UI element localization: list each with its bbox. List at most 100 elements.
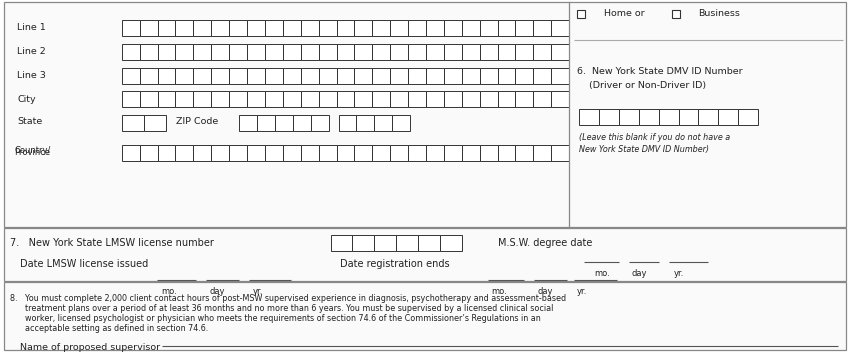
Bar — [193, 20, 212, 36]
Text: mo.: mo. — [162, 287, 178, 296]
Bar — [396, 235, 418, 251]
Text: day: day — [632, 269, 648, 278]
Bar — [230, 44, 247, 60]
Bar — [122, 145, 139, 161]
Bar — [356, 115, 374, 131]
Bar — [462, 145, 479, 161]
Bar — [497, 68, 515, 84]
Text: Line 3: Line 3 — [17, 71, 46, 80]
Bar — [144, 115, 166, 131]
Bar — [139, 91, 157, 107]
Bar — [479, 145, 497, 161]
Text: Date LMSW license issued: Date LMSW license issued — [20, 259, 149, 269]
Bar — [157, 44, 175, 60]
Bar — [257, 115, 275, 131]
Text: Line 1: Line 1 — [17, 23, 46, 32]
Bar — [139, 20, 157, 36]
Bar — [738, 109, 758, 125]
Bar — [4, 228, 846, 281]
Bar — [354, 68, 372, 84]
Bar — [283, 145, 301, 161]
Bar — [372, 145, 390, 161]
Bar — [372, 68, 390, 84]
Bar — [390, 145, 408, 161]
Text: (Driver or Non-Driver ID): (Driver or Non-Driver ID) — [589, 81, 706, 90]
Bar — [599, 109, 619, 125]
Bar — [444, 145, 462, 161]
Bar — [699, 109, 718, 125]
Text: Date registration ends: Date registration ends — [341, 259, 450, 269]
Bar — [426, 44, 444, 60]
Bar — [462, 91, 479, 107]
Bar — [390, 91, 408, 107]
Bar — [426, 20, 444, 36]
Text: Country/: Country/ — [14, 145, 51, 155]
Text: day: day — [209, 287, 224, 296]
Bar — [175, 20, 193, 36]
Bar — [265, 44, 283, 60]
Bar — [301, 145, 319, 161]
Bar — [579, 109, 599, 125]
Bar — [426, 145, 444, 161]
Text: acceptable setting as defined in section 74.6.: acceptable setting as defined in section… — [10, 324, 209, 333]
Bar — [408, 20, 426, 36]
Bar — [175, 91, 193, 107]
Bar — [212, 44, 230, 60]
Bar — [479, 68, 497, 84]
Bar — [212, 68, 230, 84]
Bar — [354, 20, 372, 36]
Text: M.S.W. degree date: M.S.W. degree date — [497, 238, 592, 247]
Bar — [319, 91, 337, 107]
Bar — [122, 68, 139, 84]
Bar — [374, 235, 396, 251]
Bar — [408, 44, 426, 60]
Text: mo.: mo. — [594, 269, 609, 278]
Bar — [283, 68, 301, 84]
Bar — [337, 145, 354, 161]
Bar — [390, 68, 408, 84]
Bar — [462, 44, 479, 60]
Bar — [408, 91, 426, 107]
Bar — [283, 20, 301, 36]
Bar — [247, 44, 265, 60]
Text: City: City — [17, 95, 36, 104]
Bar — [319, 20, 337, 36]
Bar — [212, 145, 230, 161]
Bar — [515, 44, 533, 60]
Bar — [497, 145, 515, 161]
Bar — [408, 68, 426, 84]
Bar — [239, 115, 257, 131]
Text: Home or: Home or — [604, 10, 644, 18]
Bar — [354, 91, 372, 107]
Text: yr.: yr. — [673, 269, 684, 278]
Bar — [479, 20, 497, 36]
Bar — [374, 115, 392, 131]
Bar — [175, 44, 193, 60]
Bar — [301, 20, 319, 36]
Bar — [533, 145, 552, 161]
Bar — [139, 44, 157, 60]
Text: State: State — [17, 117, 42, 126]
Bar — [479, 91, 497, 107]
Bar — [444, 91, 462, 107]
Bar — [157, 145, 175, 161]
Bar — [515, 91, 533, 107]
Bar — [157, 20, 175, 36]
Bar — [157, 91, 175, 107]
Bar — [193, 91, 212, 107]
Bar — [354, 44, 372, 60]
Bar — [247, 20, 265, 36]
Bar — [497, 91, 515, 107]
Bar — [319, 44, 337, 60]
Text: treatment plans over a period of at least 36 months and no more than 6 years. Yo: treatment plans over a period of at leas… — [10, 304, 554, 313]
Bar — [444, 20, 462, 36]
Bar — [390, 20, 408, 36]
Text: worker, licensed psychologist or physician who meets the requirements of section: worker, licensed psychologist or physici… — [10, 314, 541, 323]
Bar — [212, 91, 230, 107]
Bar — [230, 68, 247, 84]
Bar — [533, 20, 552, 36]
Bar — [283, 91, 301, 107]
Bar — [230, 145, 247, 161]
Bar — [175, 145, 193, 161]
Bar — [497, 20, 515, 36]
